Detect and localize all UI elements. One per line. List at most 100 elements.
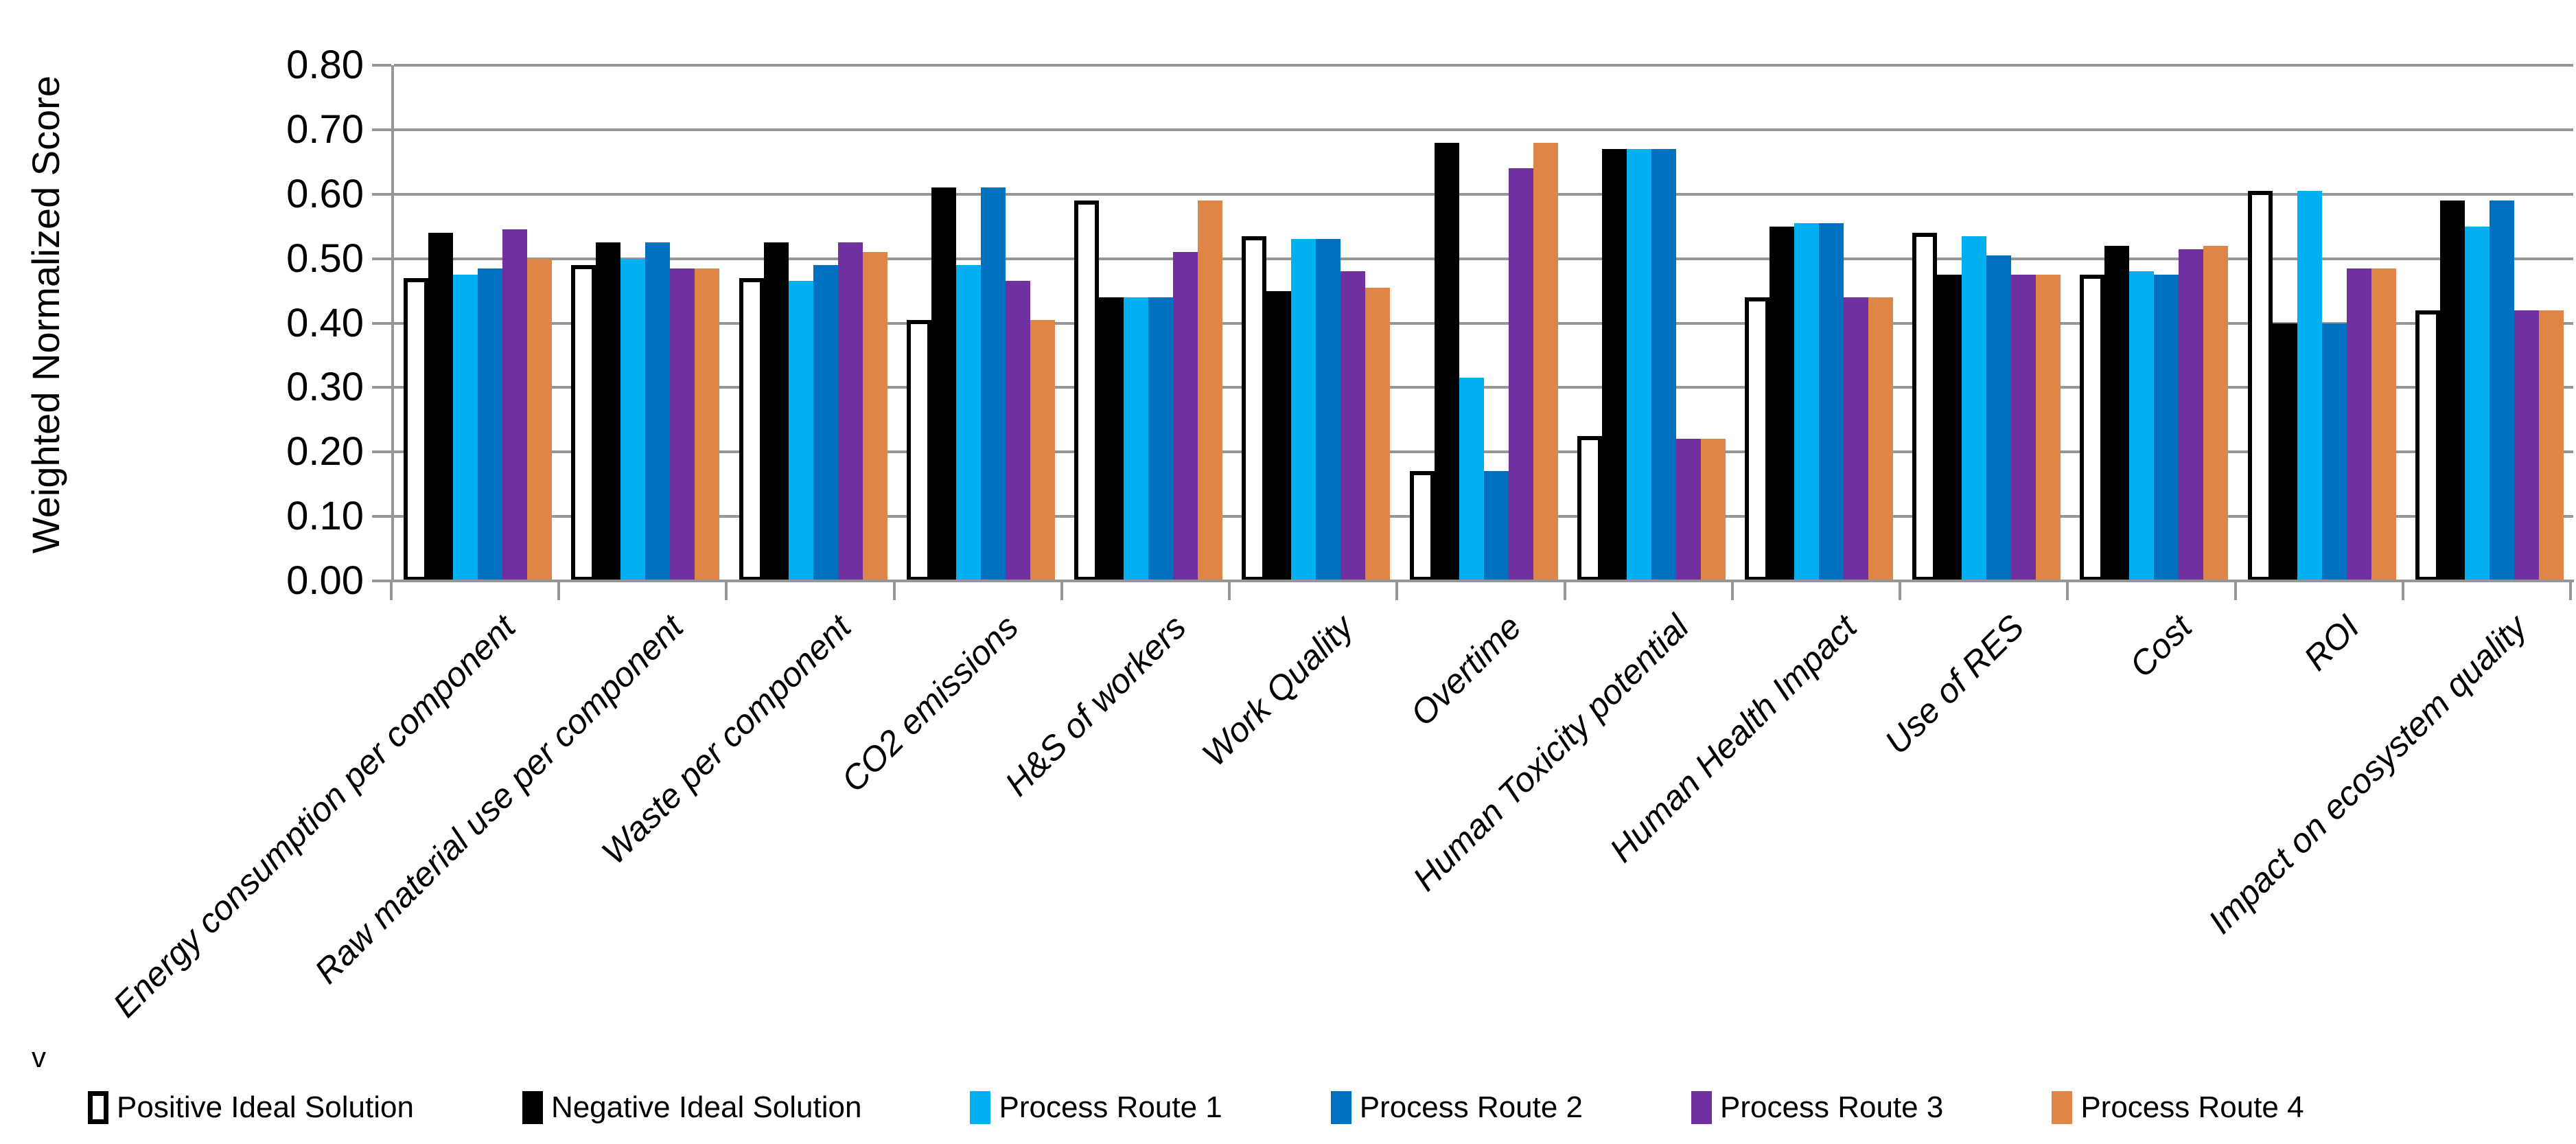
bar	[1508, 168, 1533, 581]
y-tick-mark	[372, 515, 391, 518]
bar	[2415, 310, 2440, 581]
bar	[1577, 435, 1602, 581]
category-label: CO2 emissions	[834, 607, 1026, 800]
legend-swatch-icon	[2052, 1091, 2073, 1124]
bar	[527, 258, 553, 581]
bar-group	[897, 65, 1065, 581]
bar-group	[561, 65, 729, 581]
bar	[1533, 142, 1558, 581]
bar	[1365, 287, 1391, 581]
legend-label: Positive Ideal Solution	[117, 1090, 414, 1124]
bar-group	[1735, 65, 1903, 581]
legend-item: Negative Ideal Solution	[522, 1090, 861, 1125]
bar	[620, 258, 646, 581]
bar	[1316, 239, 1341, 581]
legend-swatch-icon	[1330, 1091, 1351, 1124]
bar	[2272, 323, 2297, 581]
y-tick-label: 0.20	[286, 429, 364, 474]
bar	[862, 252, 887, 581]
bar	[695, 268, 720, 581]
bar	[1744, 297, 1769, 581]
category-label: Cost	[2122, 607, 2200, 685]
gridline	[394, 192, 2573, 196]
bar-group	[1903, 65, 2070, 581]
bar-group	[729, 65, 896, 581]
bar	[2489, 201, 2514, 581]
legend-swatch-icon	[970, 1091, 991, 1124]
bar	[1291, 239, 1316, 581]
bar	[2011, 275, 2037, 581]
legend-item: Process Route 1	[970, 1090, 1222, 1125]
category-label: H&S of workers	[997, 607, 1194, 803]
category-label: Overtime	[1403, 607, 1529, 733]
x-tick-mark	[557, 581, 561, 600]
bar	[1341, 271, 1366, 581]
bar-group	[1400, 65, 1567, 581]
bar	[1148, 297, 1174, 581]
y-tick-mark	[372, 257, 391, 260]
bar	[478, 268, 503, 581]
bar	[739, 277, 764, 581]
bars-layer	[394, 65, 2573, 581]
x-tick-mark	[390, 581, 393, 600]
y-tick-label: 0.40	[286, 300, 364, 345]
y-tick-mark	[372, 450, 391, 454]
legend-swatch-icon	[1691, 1091, 1713, 1124]
bar	[1937, 275, 1962, 581]
x-tick-mark	[1395, 581, 1399, 600]
bar	[1962, 236, 1987, 581]
category-label: Impact on ecosystem quality	[2201, 607, 2535, 941]
legend-swatch-icon	[88, 1091, 108, 1124]
bar	[1626, 149, 1651, 581]
x-tick-mark	[725, 581, 728, 600]
legend: Positive Ideal Solution Negative Ideal So…	[0, 1077, 2576, 1139]
y-tick-mark	[372, 64, 391, 67]
bar	[1986, 255, 2012, 581]
y-tick-label: 0.60	[286, 171, 364, 216]
bar	[1651, 149, 1676, 581]
x-tick-mark	[892, 581, 896, 600]
bar	[571, 265, 596, 581]
bar-group	[1232, 65, 1400, 581]
y-tick-mark	[372, 386, 391, 389]
bar	[1030, 319, 1055, 581]
y-tick-mark	[372, 580, 391, 582]
bar-group	[2406, 65, 2573, 581]
bar	[1459, 378, 1484, 581]
bar	[1769, 226, 1794, 581]
x-tick-mark	[2233, 581, 2237, 600]
bar	[596, 242, 621, 581]
bar	[1868, 297, 1893, 581]
x-tick-mark	[1730, 581, 1734, 600]
bar-group	[1065, 65, 1232, 581]
x-axis-line	[391, 580, 2574, 582]
bar	[502, 229, 528, 581]
bar	[1005, 281, 1030, 581]
legend-item: Process Route 3	[1691, 1090, 1943, 1125]
bar	[1675, 439, 1701, 581]
stray-artifact: v	[32, 1041, 46, 1073]
y-tick-mark	[372, 128, 391, 131]
bar	[1198, 201, 1223, 581]
legend-label: Process Route 4	[2080, 1090, 2304, 1124]
category-label: Human Toxicity potential	[1405, 607, 1697, 899]
y-tick-mark	[372, 321, 391, 325]
bar	[788, 281, 813, 581]
bar	[453, 275, 478, 581]
bar	[670, 268, 695, 581]
bar	[813, 265, 838, 581]
bar	[1434, 142, 1459, 581]
y-tick-label: 0.50	[286, 236, 364, 281]
bar	[955, 265, 981, 581]
bar	[931, 187, 956, 581]
x-tick-mark	[2401, 581, 2404, 600]
y-tick-label: 0.10	[286, 494, 364, 539]
bar	[763, 242, 789, 581]
bar	[1818, 223, 1844, 581]
bar	[1242, 236, 1267, 581]
legend-item: Positive Ideal Solution	[88, 1090, 414, 1125]
legend-label: Process Route 3	[1720, 1090, 1944, 1124]
bar	[2297, 191, 2322, 581]
bar	[2080, 275, 2105, 581]
bar	[2538, 310, 2564, 581]
